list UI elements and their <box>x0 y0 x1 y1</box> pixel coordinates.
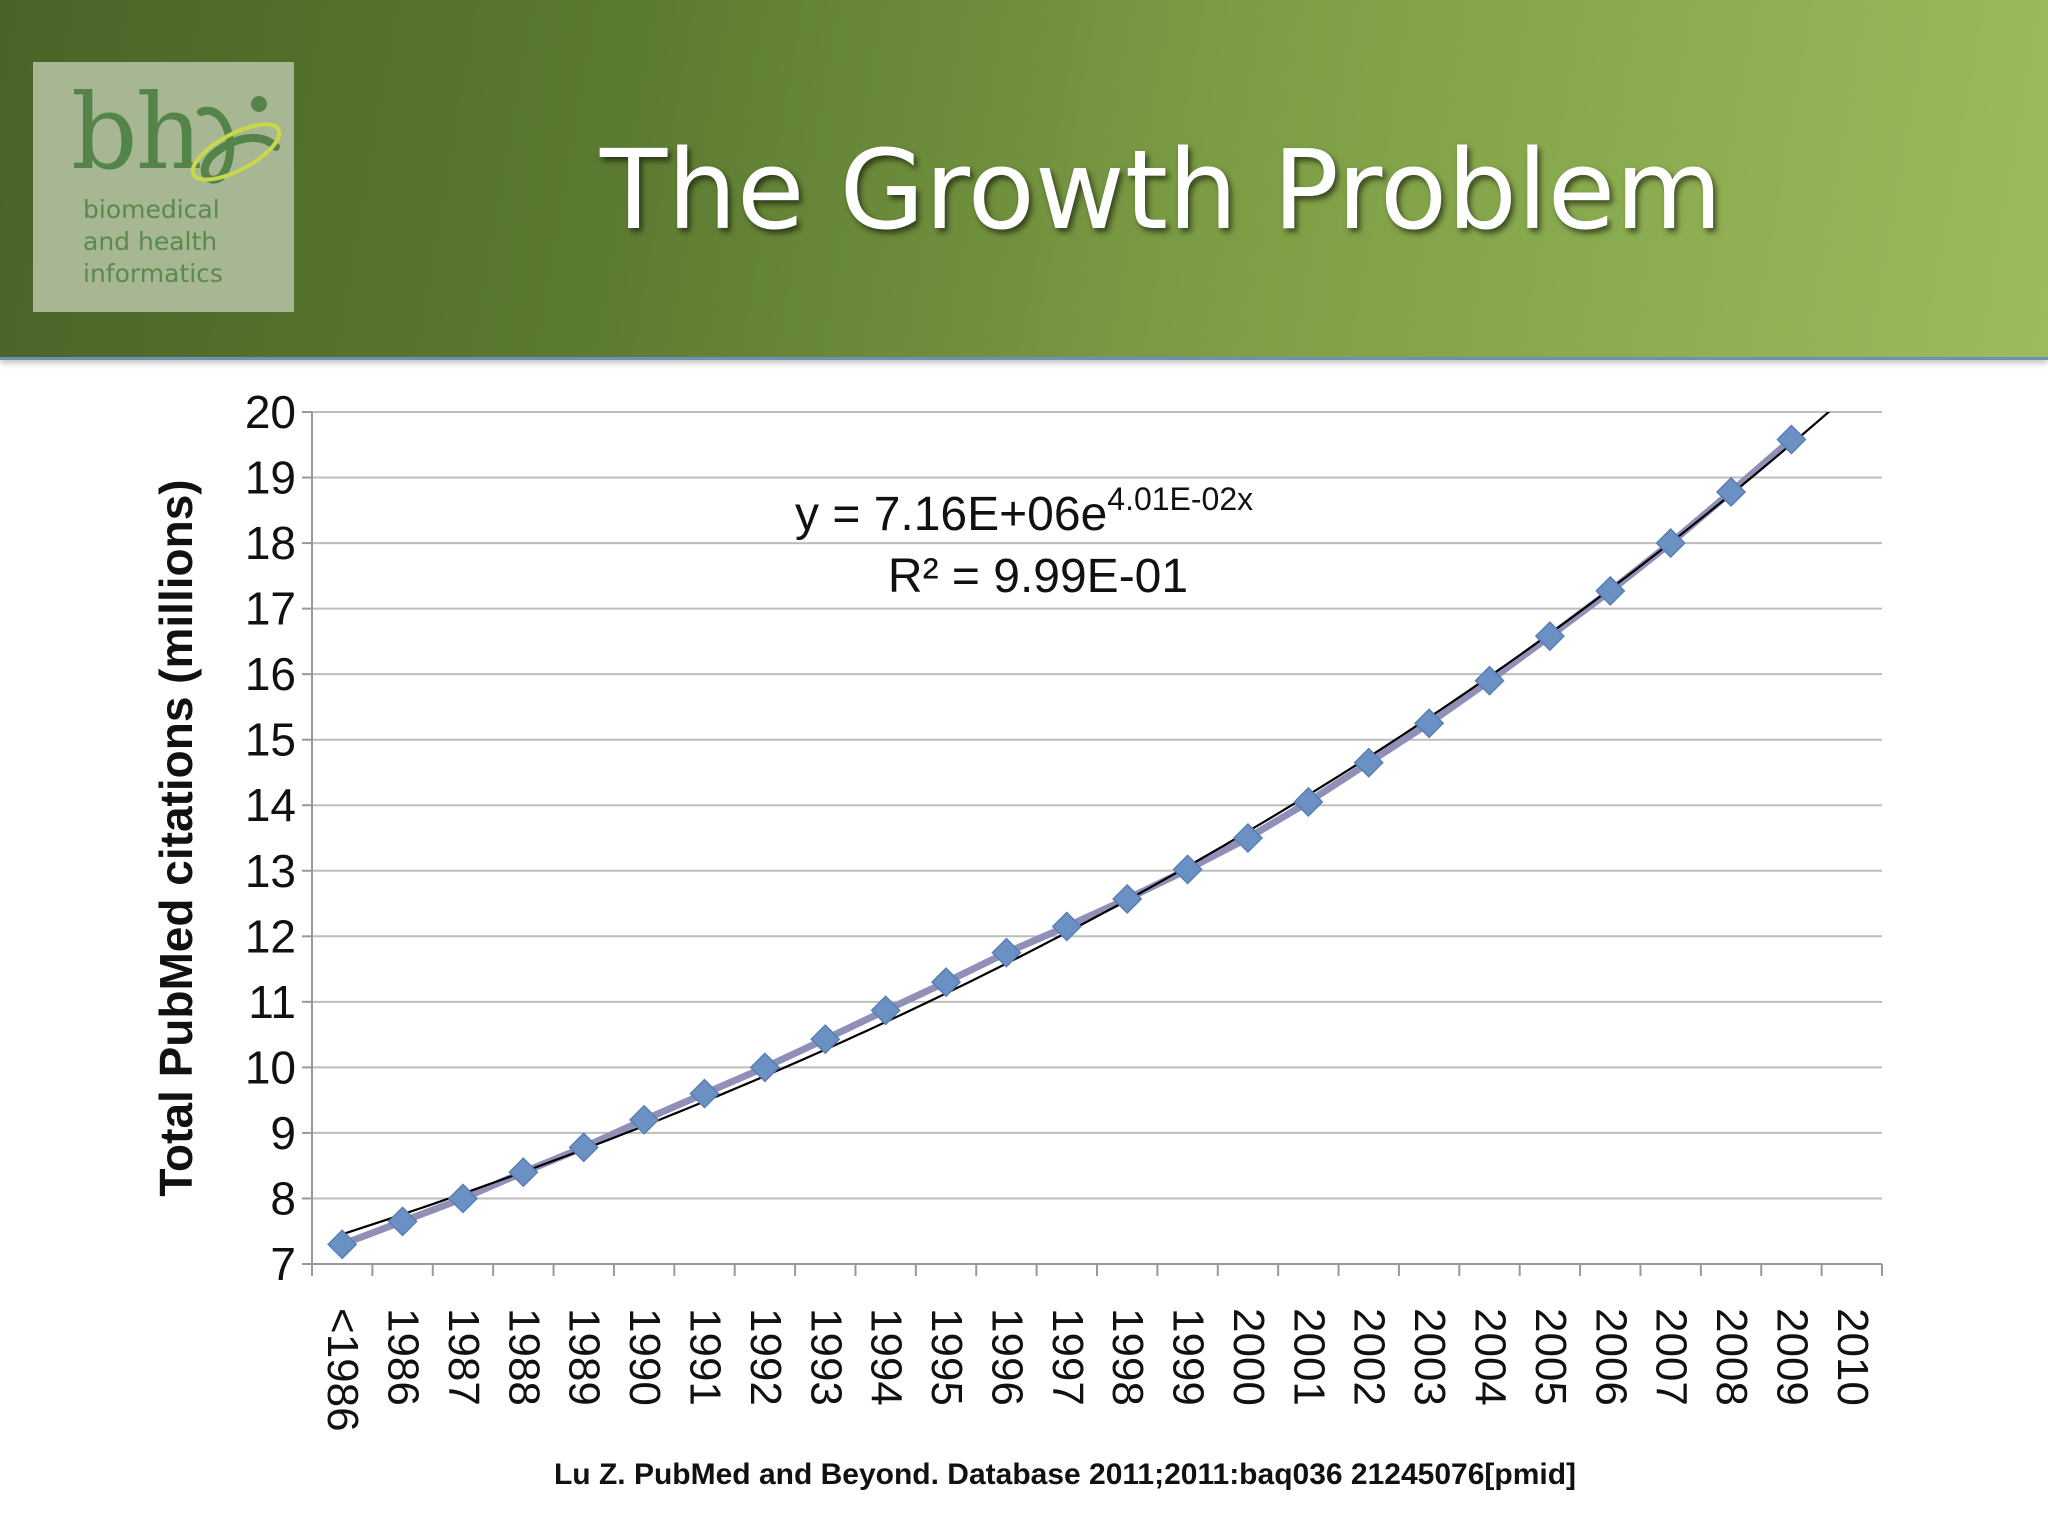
logo-line-3: informatics <box>83 259 223 288</box>
x-tick-label: 1999 <box>1164 1308 1213 1406</box>
y-tick-label: 10 <box>245 1041 296 1093</box>
equation-exponent: 4.01E-02x <box>1107 481 1253 517</box>
data-point-22 <box>1655 528 1686 559</box>
x-tick-label: 1992 <box>741 1308 790 1406</box>
y-tick-label: 20 <box>245 386 296 438</box>
y-tick-label: 11 <box>248 976 296 1028</box>
header-banner: bh biomedical and health informatics The… <box>0 0 2048 360</box>
y-tick-label: 8 <box>270 1172 296 1224</box>
x-tick-label: 1988 <box>499 1308 548 1406</box>
source-citation: Lu Z. PubMed and Beyond. Database 2011;2… <box>553 1458 1577 1491</box>
data-point-8 <box>810 1024 841 1055</box>
y-tick-label: 18 <box>245 517 296 569</box>
x-tick-label: 2005 <box>1526 1308 1575 1406</box>
y-tick-label: 16 <box>245 648 296 700</box>
x-tick-label: 2003 <box>1405 1308 1454 1406</box>
x-tick-label: 1997 <box>1043 1308 1092 1406</box>
data-point-5 <box>629 1104 660 1135</box>
x-tick-label: 2004 <box>1466 1308 1515 1406</box>
data-point-1 <box>387 1206 418 1237</box>
y-tick-label: 14 <box>245 779 296 831</box>
x-tick-label: 2010 <box>1828 1308 1877 1406</box>
y-tick-label: 7 <box>270 1238 296 1290</box>
bhi-logo: bh biomedical and health informatics <box>33 62 294 312</box>
data-point-16 <box>1293 786 1324 818</box>
trendline-r-squared: R² = 9.99E-01 <box>888 550 1188 603</box>
y-tick-label: 15 <box>245 714 296 766</box>
x-tick-label: 2006 <box>1586 1308 1635 1406</box>
x-tick-label: 2007 <box>1647 1308 1696 1406</box>
x-tick-label: 2009 <box>1767 1308 1816 1406</box>
x-tick-label: 1996 <box>982 1308 1031 1406</box>
data-point-11 <box>991 937 1022 968</box>
y-tick-label: 9 <box>270 1107 296 1159</box>
data-point-0 <box>327 1229 358 1260</box>
x-tick-label: 2002 <box>1345 1308 1394 1406</box>
x-tick-label: 1986 <box>379 1308 428 1406</box>
x-tick-label: 1994 <box>862 1308 911 1406</box>
logo-line-2: and health <box>83 227 218 256</box>
data-point-17 <box>1353 747 1384 778</box>
data-point-19 <box>1474 665 1505 696</box>
data-point-24 <box>1776 424 1807 455</box>
data-point-10 <box>930 967 962 998</box>
x-tick-label: 1991 <box>681 1308 730 1406</box>
logo-swirl-icon <box>190 96 282 184</box>
y-tick-label: 12 <box>245 910 296 962</box>
data-point-9 <box>870 995 901 1026</box>
logo-text: biomedical and health informatics <box>83 194 223 290</box>
y-tick-label: 13 <box>245 845 296 897</box>
data-point-14 <box>1172 854 1203 885</box>
x-tick-label: 1993 <box>801 1308 850 1406</box>
data-point-23 <box>1715 476 1747 508</box>
x-tick-label: 2001 <box>1284 1308 1333 1406</box>
y-tick-label: 17 <box>245 583 296 635</box>
data-point-15 <box>1232 822 1264 854</box>
x-tick-label: 2008 <box>1707 1308 1756 1406</box>
data-point-2 <box>447 1183 479 1214</box>
data-point-20 <box>1534 621 1565 652</box>
data-point-21 <box>1595 575 1626 606</box>
x-tick-label: <1986 <box>318 1308 367 1432</box>
data-point-3 <box>508 1157 539 1188</box>
y-tick-label: 19 <box>245 452 296 504</box>
x-tick-label: 1990 <box>620 1308 669 1406</box>
data-point-7 <box>749 1052 780 1083</box>
data-point-4 <box>568 1132 599 1163</box>
data-point-18 <box>1414 708 1445 739</box>
x-tick-label: 2000 <box>1224 1308 1273 1406</box>
logo-mark: bh <box>71 71 203 193</box>
y-axis-title: Total PubMed citations (millions) <box>150 479 202 1196</box>
data-point-12 <box>1051 911 1082 942</box>
slide-title: The Growth Problem <box>600 126 1723 254</box>
logo-line-1: biomedical <box>83 195 220 224</box>
equation-base: y = 7.16E+06e <box>795 488 1107 541</box>
data-point-6 <box>689 1078 720 1109</box>
x-tick-label: 1998 <box>1103 1308 1152 1406</box>
x-tick-label: 1987 <box>439 1308 488 1406</box>
x-tick-label: 1995 <box>922 1308 971 1406</box>
trendline-equation: y = 7.16E+06e4.01E-02x <box>795 481 1253 541</box>
x-tick-label: 1989 <box>560 1308 609 1406</box>
data-point-13 <box>1112 883 1143 915</box>
